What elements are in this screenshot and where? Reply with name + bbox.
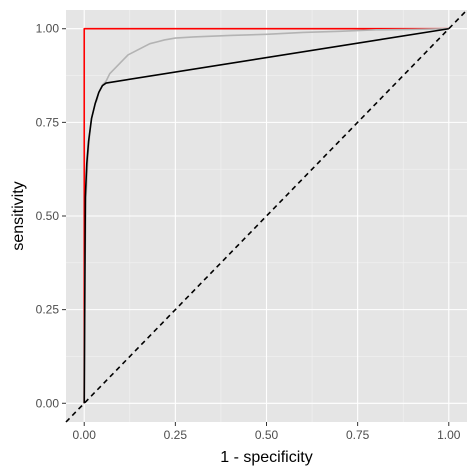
y-tick-label: 0.25 bbox=[36, 303, 60, 317]
x-axis-title: 1 - specificity bbox=[220, 449, 312, 466]
series-layer bbox=[65, 9, 468, 423]
x-tick-label: 0.50 bbox=[255, 428, 279, 442]
chance-diagonal-line bbox=[65, 9, 468, 423]
x-tick-label: 0.00 bbox=[73, 428, 97, 442]
y-tick-label: 1.00 bbox=[36, 22, 60, 36]
y-tick-label: 0.50 bbox=[36, 209, 60, 223]
x-tick-label: 1.00 bbox=[437, 428, 461, 442]
y-tick-label: 0.00 bbox=[36, 396, 60, 410]
y-axis-title: sensitivity bbox=[10, 181, 27, 250]
roc-curve-line-3 bbox=[83, 27, 449, 404]
x-tick-label: 0.25 bbox=[164, 428, 188, 442]
y-tick-label: 0.75 bbox=[36, 115, 60, 129]
x-tick-label: 0.75 bbox=[346, 428, 370, 442]
y-tick-labels: 0.00 0.25 0.50 0.75 1.00 bbox=[36, 22, 60, 411]
x-tick-labels: 0.00 0.25 0.50 0.75 1.00 bbox=[73, 428, 461, 442]
axis-ticks bbox=[62, 28, 450, 426]
